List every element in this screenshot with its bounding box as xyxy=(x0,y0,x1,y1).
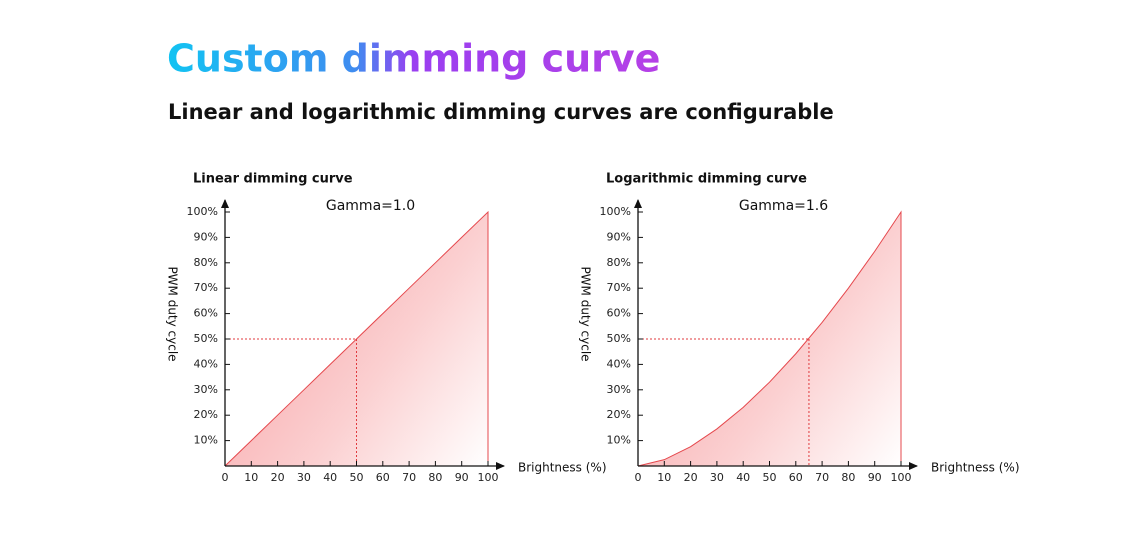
y-tick-label: 20% xyxy=(607,408,631,421)
x-tick-label: 20 xyxy=(271,471,285,484)
y-tick-label: 60% xyxy=(607,307,631,320)
x-axis-arrow xyxy=(496,462,505,470)
x-tick-label: 0 xyxy=(635,471,642,484)
page-title: Custom dimming curve xyxy=(167,37,660,81)
y-axis-arrow xyxy=(634,199,642,208)
y-tick-label: 50% xyxy=(607,332,631,345)
y-tick-label: 70% xyxy=(607,281,631,294)
y-tick-label: 50% xyxy=(194,332,218,345)
x-axis-label: Brightness (%) xyxy=(931,461,1020,475)
y-tick-label: 40% xyxy=(607,357,631,370)
x-tick-label: 30 xyxy=(297,471,311,484)
y-tick-label: 80% xyxy=(194,256,218,269)
y-tick-label: 60% xyxy=(194,307,218,320)
y-tick-label: 10% xyxy=(194,434,218,447)
x-tick-label: 90 xyxy=(455,471,469,484)
x-tick-label: 70 xyxy=(815,471,829,484)
curve-line xyxy=(637,210,902,467)
y-tick-label: 70% xyxy=(194,281,218,294)
y-tick-label: 30% xyxy=(194,383,218,396)
y-tick-label: 90% xyxy=(194,230,218,243)
curve-line xyxy=(224,210,489,467)
x-tick-label: 10 xyxy=(244,471,258,484)
y-tick-label: 80% xyxy=(607,256,631,269)
x-axis-label: Brightness (%) xyxy=(518,461,607,475)
y-tick-label: 30% xyxy=(607,383,631,396)
x-tick-label: 90 xyxy=(868,471,882,484)
x-tick-label: 40 xyxy=(736,471,750,484)
x-tick-label: 40 xyxy=(323,471,337,484)
y-tick-label: 20% xyxy=(194,408,218,421)
x-axis-arrow xyxy=(909,462,918,470)
annotation: Gamma=1.6 xyxy=(739,198,828,214)
x-tick-label: 100 xyxy=(891,471,912,484)
x-tick-label: 30 xyxy=(710,471,724,484)
x-tick-label: 60 xyxy=(376,471,390,484)
y-tick-label: 10% xyxy=(607,434,631,447)
x-tick-label: 80 xyxy=(428,471,442,484)
x-tick-label: 0 xyxy=(222,471,229,484)
x-tick-label: 50 xyxy=(350,471,364,484)
x-tick-label: 20 xyxy=(684,471,698,484)
y-axis-label: PWM duty cycle xyxy=(166,266,180,361)
y-tick-label: 90% xyxy=(607,230,631,243)
y-axis-arrow xyxy=(221,199,229,208)
y-tick-label: 40% xyxy=(194,357,218,370)
x-tick-label: 10 xyxy=(657,471,671,484)
area xyxy=(638,212,901,466)
annotation: Gamma=1.0 xyxy=(326,198,415,214)
chart: Linear dimming curve Gamma=1.0 PWM duty cy… xyxy=(166,172,607,485)
chart: Logarithmic dimming curve Gamma=1.6 PWM du… xyxy=(579,172,1020,485)
page-subtitle: Linear and logarithmic dimming curves ar… xyxy=(168,100,834,124)
x-tick-label: 70 xyxy=(402,471,416,484)
chart-title: Linear dimming curve xyxy=(193,172,353,187)
y-axis-label: PWM duty cycle xyxy=(579,266,593,361)
y-tick-label: 100% xyxy=(600,205,631,218)
chart-title: Logarithmic dimming curve xyxy=(606,172,807,187)
x-tick-label: 100 xyxy=(478,471,499,484)
x-tick-label: 60 xyxy=(789,471,803,484)
x-tick-label: 80 xyxy=(841,471,855,484)
x-tick-label: 50 xyxy=(763,471,777,484)
y-tick-label: 100% xyxy=(187,205,218,218)
